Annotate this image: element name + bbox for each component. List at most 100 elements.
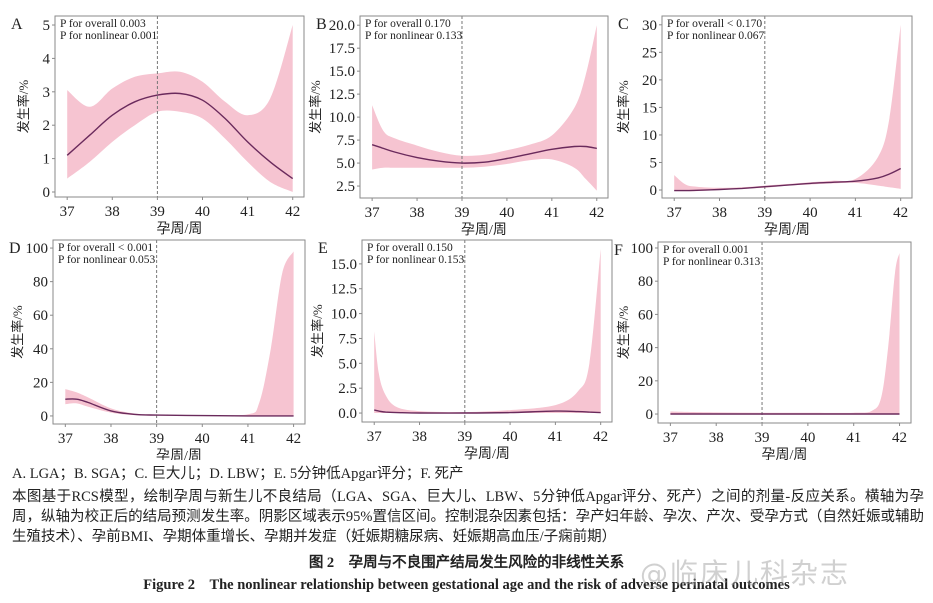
x-axis-label: 孕周/周 <box>762 448 808 460</box>
y-tick-label: 4 <box>43 51 51 67</box>
y-tick-label: 0 <box>650 183 658 199</box>
y-axis-label: 发生率/% <box>616 306 631 360</box>
y-tick-label: 20 <box>638 374 653 390</box>
y-tick-label: 100 <box>631 241 654 257</box>
confidence-band <box>374 249 601 413</box>
x-tick-label: 38 <box>709 430 724 446</box>
p-value-annotation: P for overall 0.170 <box>365 18 451 30</box>
fit-line <box>374 409 601 414</box>
y-tick-label: 15.0 <box>329 64 355 80</box>
plot-frame <box>52 239 306 425</box>
panel-label: A <box>11 16 23 33</box>
x-tick-label: 37 <box>58 431 74 447</box>
x-tick-label: 38 <box>410 205 425 221</box>
figure-title-chinese: 图 2 孕周与不良围产结局发生风险的非线性关系 <box>308 555 625 571</box>
panel-f: 37 38 39 40 41 42 0 20 40 60 80 100 F P for overall 0… <box>614 241 912 460</box>
plot-frame <box>359 15 609 199</box>
y-axis-label: 发生率/% <box>10 305 25 359</box>
panel-label: F <box>614 242 623 259</box>
x-tick-label: 38 <box>103 431 118 447</box>
y-tick-label: 2 <box>43 118 51 134</box>
y-tick-label: 12.5 <box>331 282 357 298</box>
x-tick-label: 41 <box>548 429 563 445</box>
x-tick-label: 41 <box>846 430 861 446</box>
plot-frame <box>361 239 613 423</box>
p-value-annotation: P for overall 0.001 <box>663 244 749 256</box>
panel-e: 37 38 39 40 41 42 0.0 2.5 5.0 7.5 10.0 12.5 15.0E P f… <box>310 239 613 460</box>
x-axis-label: 孕周/周 <box>156 449 202 460</box>
panel-c: 37 38 39 40 41 42 0 5 10 15 20 25 30 C P for overall <… <box>616 15 913 238</box>
x-tick-label: 37 <box>667 205 683 221</box>
x-tick-label: 39 <box>149 431 164 447</box>
y-axis-label: 发生率/% <box>310 304 325 358</box>
x-tick-label: 40 <box>195 204 210 220</box>
y-tick-label: 10.0 <box>331 307 357 323</box>
watermark-logo: @临床儿科杂志 <box>640 557 851 590</box>
x-tick-label: 42 <box>285 204 300 220</box>
x-tick-label: 37 <box>367 429 383 445</box>
x-tick-label: 42 <box>286 431 301 447</box>
x-tick-label: 40 <box>195 431 210 447</box>
x-tick-label: 37 <box>663 430 679 446</box>
x-tick-label: 42 <box>893 205 908 221</box>
x-tick-label: 38 <box>105 204 120 220</box>
confidence-band <box>65 251 294 416</box>
x-tick-label: 41 <box>544 205 559 221</box>
panel-label: C <box>618 16 629 33</box>
x-tick-label: 40 <box>800 430 815 446</box>
confidence-band <box>670 253 900 414</box>
panel-b: 37 38 39 40 41 42 2.5 5.0 7.5 10.0 12.5 15.0 17.5 20.… <box>308 15 609 238</box>
y-tick-label: 0.0 <box>338 406 357 422</box>
caption-panel-legend: A. LGA；B. SGA；C. 巨大儿；D. LBW；E. 5分钟低Apgar… <box>12 466 464 482</box>
y-axis-label: 发生率/% <box>308 80 323 134</box>
y-tick-label: 10 <box>642 128 657 144</box>
caption-note: 本图基于RCS模型，绘制孕周与新生儿不良结局（LGA、SGA、巨大儿、LBW、5… <box>12 489 924 545</box>
x-axis-label: 孕周/周 <box>461 223 507 238</box>
x-axis-label: 孕周/周 <box>764 223 810 238</box>
y-tick-label: 15.0 <box>331 257 357 273</box>
p-value-annotation: P for nonlinear 0.153 <box>367 254 465 266</box>
x-tick-label: 41 <box>848 205 863 221</box>
y-axis-label: 发生率/% <box>16 80 31 134</box>
y-tick-label: 80 <box>638 274 653 290</box>
p-value-annotation: P for overall 0.150 <box>367 242 453 254</box>
y-tick-label: 2.5 <box>336 179 355 195</box>
y-tick-label: 40 <box>638 341 653 357</box>
y-tick-label: 15 <box>642 100 657 116</box>
panel-a: 37 38 39 40 41 42 0 1 2 3 4 5 A P for overall 0.003P … <box>11 15 305 237</box>
y-tick-label: 100 <box>26 241 49 257</box>
x-tick-label: 39 <box>454 205 469 221</box>
fit-line <box>66 92 294 180</box>
y-tick-label: 7.5 <box>336 133 355 149</box>
y-tick-label: 1 <box>43 152 51 168</box>
y-tick-label: 5.0 <box>336 156 355 172</box>
y-tick-label: 60 <box>638 307 653 323</box>
plot-frame <box>54 15 305 198</box>
y-tick-label: 20 <box>33 375 48 391</box>
y-tick-label: 12.5 <box>329 87 355 103</box>
x-axis-label: 孕周/周 <box>157 222 203 237</box>
panel-label: B <box>316 16 327 33</box>
panel-label: D <box>9 240 21 257</box>
y-tick-label: 20 <box>642 73 657 89</box>
x-tick-label: 38 <box>712 205 727 221</box>
y-tick-label: 5.0 <box>338 356 357 372</box>
p-value-annotation: P for nonlinear 0.313 <box>663 256 761 268</box>
y-tick-label: 25 <box>642 45 657 61</box>
p-value-annotation: P for overall < 0.001 <box>58 242 153 254</box>
confidence-band <box>67 25 293 192</box>
y-tick-label: 7.5 <box>338 331 357 347</box>
x-tick-label: 39 <box>150 204 165 220</box>
y-tick-label: 10.0 <box>329 110 355 126</box>
p-value-annotation: P for nonlinear 0.067 <box>667 30 765 42</box>
x-tick-label: 42 <box>589 205 604 221</box>
y-tick-label: 40 <box>33 342 48 358</box>
x-tick-label: 37 <box>365 205 381 221</box>
p-value-annotation: P for overall < 0.170 <box>667 18 762 30</box>
x-tick-label: 39 <box>755 430 770 446</box>
y-tick-label: 3 <box>43 85 51 101</box>
y-tick-label: 30 <box>642 18 657 34</box>
confidence-band <box>674 24 901 192</box>
p-value-annotation: P for nonlinear 0.001 <box>60 30 158 42</box>
